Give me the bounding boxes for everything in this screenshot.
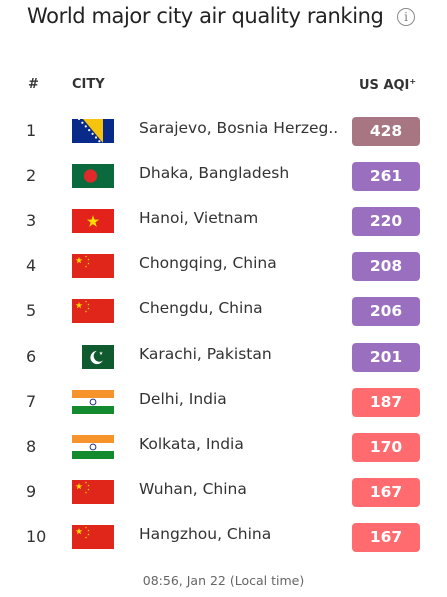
city-name: Sarajevo, Bosnia Herzeg... [139,119,339,137]
aqi-badge: 206 [352,297,420,327]
city-name: Kolkata, India [139,434,244,453]
city-name: Hangzhou, China [139,524,272,543]
aqi-badge: 167 [352,522,420,552]
city-name: Chongqing, China [139,254,277,273]
flag-pakistan-icon [72,344,114,369]
aqi-badge: 187 [352,387,420,417]
aqi-badge: 428 [352,117,420,146]
ranking-row[interactable]: 8 Kolkata, India 170 [0,432,447,463]
aqi-badge: 208 [352,252,420,282]
flag-china-icon [72,479,114,504]
column-header-aqi: US AQI+ [359,77,416,93]
rank-number: 9 [26,481,37,501]
local-time-footer: 08:56, Jan 22 (Local time) [142,573,305,588]
aqi-badge: 220 [352,207,420,237]
rank-number: 2 [26,166,37,186]
flag-india-icon [72,389,114,414]
rank-number: 1 [26,121,37,140]
aqi-badge: 167 [352,477,420,507]
info-icon[interactable]: i [397,8,415,26]
rank-number: 6 [26,346,37,366]
column-header-city: CITY [72,77,105,92]
ranking-row[interactable]: 6 Karachi, Pakistan 201 [0,342,447,373]
flag-bosnia-icon [72,119,114,143]
city-name: Wuhan, China [139,479,247,498]
column-header-rank: # [28,77,39,92]
flag-china-icon [72,524,114,549]
city-name: Dhaka, Bangladesh [139,164,290,183]
aqi-badge: 170 [352,432,420,462]
city-name: Delhi, India [139,389,227,408]
ranking-row[interactable]: 4 Chongqing, China 208 [0,252,447,282]
rank-number: 4 [26,256,37,276]
ranking-row[interactable]: 9 Wuhan, China 167 [0,477,447,508]
flag-india-icon [72,434,114,459]
aqi-badge: 261 [352,162,420,192]
page-title: World major city air quality ranking [27,4,384,28]
ranking-row[interactable]: 10 Hangzhou, China 167 [0,522,447,553]
rank-number: 10 [26,526,47,546]
ranking-row[interactable]: 7 Delhi, India 187 [0,387,447,418]
rank-number: 5 [26,301,37,321]
flag-bangladesh-icon [72,164,114,189]
ranking-row[interactable]: 1 Sarajevo, Bosnia Herzeg... 428 [0,117,447,147]
city-name: Hanoi, Vietnam [139,209,259,228]
aqi-header-sup: + [409,77,417,86]
ranking-row[interactable]: 2 Dhaka, Bangladesh 261 [0,162,447,192]
city-name: Karachi, Pakistan [139,344,272,363]
flag-china-icon [72,299,114,324]
aqi-badge: 201 [352,342,420,372]
rank-number: 7 [26,391,37,411]
flag-china-icon [72,254,114,279]
flag-vietnam-icon [72,209,114,234]
ranking-row[interactable]: 5 Chengdu, China 206 [0,297,447,327]
ranking-row[interactable]: 3 Hanoi, Vietnam 220 [0,207,447,237]
rank-number: 8 [26,436,37,456]
aqi-header-label: US AQI [359,78,410,93]
city-name: Chengdu, China [139,299,263,318]
rank-number: 3 [26,211,37,231]
